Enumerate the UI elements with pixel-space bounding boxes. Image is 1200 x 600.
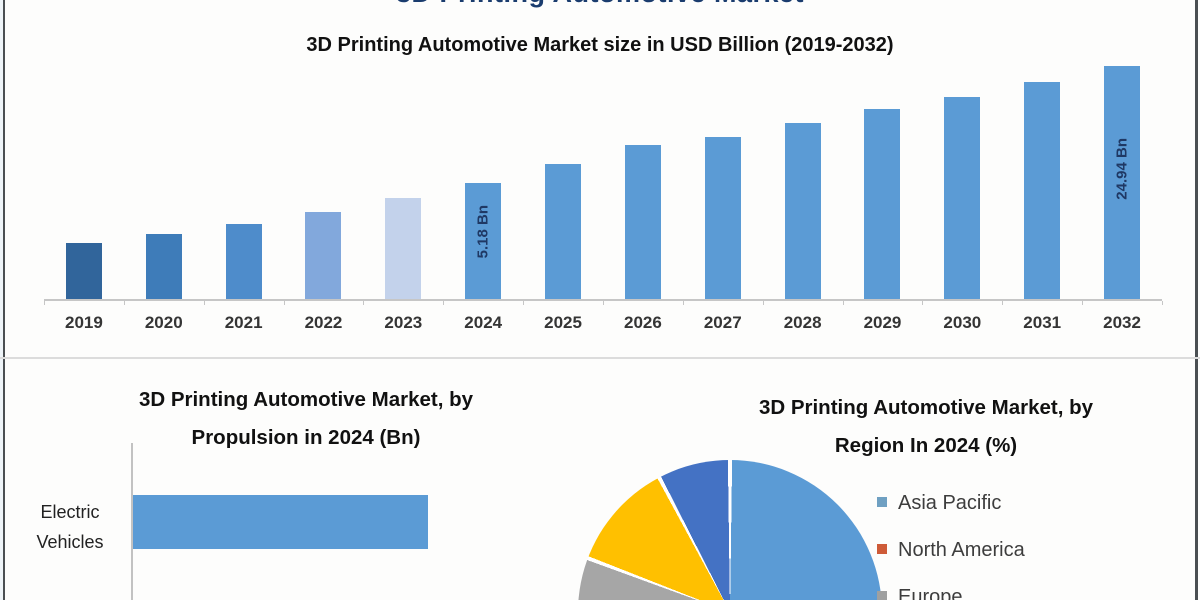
axis-tick — [443, 301, 445, 305]
x-axis-label-2026: 2026 — [624, 313, 662, 332]
axis-tick — [523, 301, 525, 305]
axis-tick — [1162, 301, 1163, 305]
propulsion-title-line1: 3D Printing Automotive Market, by — [138, 388, 474, 411]
bar-column-2023 — [363, 60, 443, 299]
legend-marker-icon — [877, 544, 887, 554]
bar-chart-title: 3D Printing Automotive Market size in US… — [306, 34, 894, 56]
axis-tick — [44, 301, 45, 305]
bar-data-label-2032: 24.94 Bn — [1113, 138, 1131, 200]
x-axis-label-2025: 2025 — [544, 313, 582, 332]
bar-2026 — [624, 145, 661, 299]
bar-column-2022 — [284, 60, 364, 299]
bar-column-2026 — [603, 60, 683, 299]
axis-tick — [123, 301, 125, 305]
x-axis-label-2022: 2022 — [304, 313, 343, 332]
left-edge-strip — [0, 0, 3, 600]
pie-title-line1: 3D Printing Automotive Market, by — [758, 396, 1094, 419]
bar-2024: 5.18 Bn — [465, 183, 502, 299]
bar-column-2021 — [204, 60, 284, 299]
axis-tick — [842, 301, 844, 305]
bar-2021 — [225, 224, 262, 299]
bar-column-2020 — [124, 60, 204, 299]
pie-chart — [578, 460, 882, 600]
axis-tick — [283, 301, 285, 305]
bar-2032: 24.94 Bn — [1104, 66, 1141, 299]
legend-label: Europe — [898, 586, 963, 600]
propulsion-title-line2: Propulsion in 2024 (Bn) — [191, 426, 421, 449]
bar-data-label-2024: 5.18 Bn — [474, 205, 492, 259]
bar-column-2025 — [523, 60, 603, 299]
bar-2031 — [1024, 82, 1061, 299]
axis-tick — [922, 301, 924, 305]
axis-tick — [363, 301, 365, 305]
x-axis-label-2030: 2030 — [943, 313, 982, 332]
x-axis-label-2021: 2021 — [224, 313, 263, 332]
x-axis-label-2031: 2031 — [1023, 313, 1062, 332]
x-axis-label-2024: 2024 — [464, 313, 503, 332]
axis-tick — [203, 301, 205, 305]
bar-column-2032: 24.94 Bn — [1082, 60, 1162, 299]
bar-2025 — [545, 164, 582, 299]
bar-column-2031 — [1002, 60, 1082, 299]
legend-label: North America — [898, 539, 1025, 561]
x-axis-label-2023: 2023 — [384, 313, 423, 332]
legend-label: Asia Pacific — [898, 492, 1002, 514]
bar-2029 — [864, 109, 901, 299]
bar-2020 — [145, 234, 182, 299]
x-axis-label-2028: 2028 — [783, 313, 822, 332]
category-label-line1: Electric — [40, 502, 100, 522]
bar-2022 — [305, 212, 342, 299]
propulsion-bar-electric-vehicles — [133, 495, 428, 549]
category-label-line2: Vehicles — [36, 532, 104, 552]
propulsion-chart-title: 3D Printing Automotive Market, by Propul… — [85, 381, 527, 457]
bar-column-2024: 5.18 Bn — [443, 60, 523, 299]
bar-column-2028 — [763, 60, 843, 299]
bar-2030 — [944, 97, 981, 299]
x-axis-label-2027: 2027 — [703, 313, 742, 332]
clipped-main-title: 3D Printing Automotive Market — [0, 0, 1200, 9]
axis-tick — [1082, 301, 1084, 305]
x-axis-label-2020: 2020 — [144, 313, 183, 332]
bar-2027 — [704, 137, 741, 299]
pie-title-line2: Region In 2024 (%) — [834, 434, 1018, 457]
axis-tick — [1002, 301, 1004, 305]
x-axis-label-2029: 2029 — [863, 313, 902, 332]
x-axis-label-2019: 2019 — [65, 313, 103, 332]
axis-tick — [603, 301, 604, 305]
bar-chart-plot-area: 5.18 Bn 24.94 Bn — [44, 60, 1162, 299]
legend-marker-icon — [877, 591, 887, 600]
axis-tick — [762, 301, 764, 305]
bar-column-2029 — [843, 60, 923, 299]
x-axis-line — [44, 299, 1162, 301]
propulsion-category-label: Electric Vehicles — [20, 497, 120, 557]
propulsion-y-axis-line — [131, 443, 133, 600]
bar-column-2019 — [44, 60, 124, 299]
bar-column-2027 — [683, 60, 763, 299]
x-axis-label-2032: 2032 — [1103, 313, 1141, 332]
right-border-line — [1195, 0, 1198, 600]
bar-2019 — [65, 243, 102, 299]
bar-column-2030 — [922, 60, 1002, 299]
bar-2023 — [385, 198, 422, 299]
bar-2028 — [784, 123, 821, 299]
left-border-line — [3, 0, 5, 600]
axis-tick — [682, 301, 684, 305]
pie-chart-title: 3D Printing Automotive Market, by Region… — [700, 389, 1152, 465]
legend-marker-icon — [877, 497, 887, 507]
section-divider — [0, 357, 1200, 359]
